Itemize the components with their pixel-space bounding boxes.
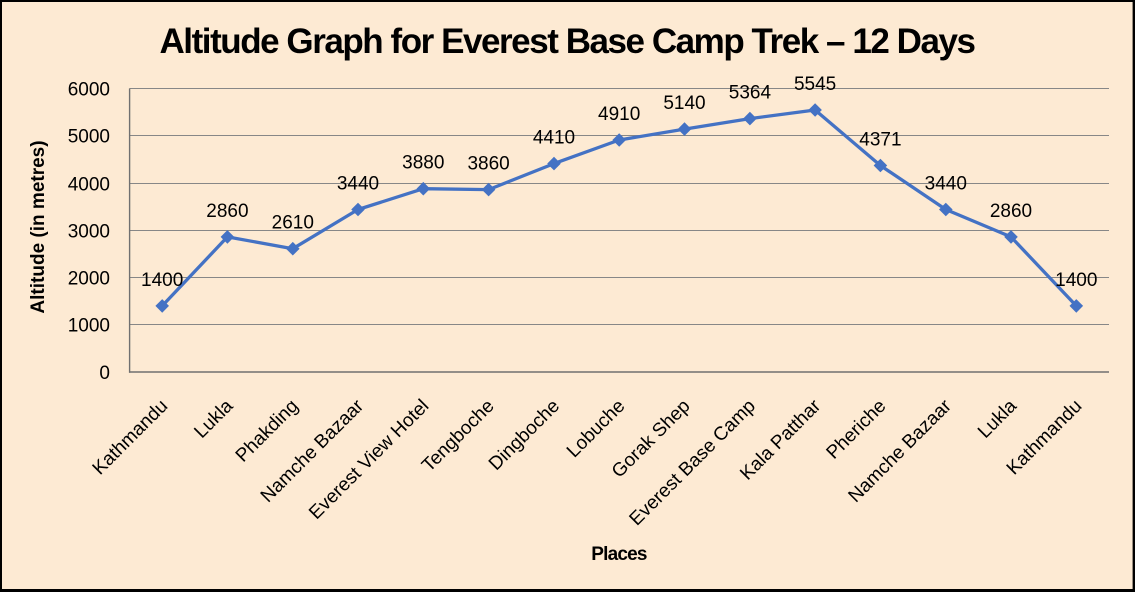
svg-text:2860: 2860	[206, 201, 248, 222]
svg-text:4000: 4000	[68, 174, 110, 195]
svg-text:3440: 3440	[337, 174, 379, 195]
svg-text:Places: Places	[591, 544, 647, 565]
svg-text:4910: 4910	[598, 104, 640, 125]
svg-text:2000: 2000	[68, 268, 110, 289]
svg-text:5364: 5364	[729, 83, 772, 104]
svg-text:4371: 4371	[859, 130, 901, 151]
svg-text:3440: 3440	[925, 174, 967, 195]
svg-text:4410: 4410	[533, 128, 575, 149]
svg-text:2610: 2610	[272, 213, 314, 234]
svg-text:5140: 5140	[663, 93, 705, 114]
svg-text:3000: 3000	[68, 221, 110, 242]
svg-text:1000: 1000	[68, 315, 110, 336]
svg-text:Altitude Graph for Everest Bas: Altitude Graph for Everest Base Camp Tre…	[159, 22, 975, 61]
svg-text:6000: 6000	[68, 79, 110, 100]
svg-text:1400: 1400	[141, 270, 183, 291]
svg-text:1400: 1400	[1055, 270, 1097, 291]
svg-text:3880: 3880	[402, 153, 444, 174]
svg-text:2860: 2860	[990, 201, 1032, 222]
svg-text:3860: 3860	[467, 154, 509, 175]
svg-text:Altitude (in metres): Altitude (in metres)	[28, 140, 49, 313]
svg-text:0: 0	[99, 363, 110, 384]
svg-text:5545: 5545	[794, 74, 836, 95]
svg-text:5000: 5000	[68, 126, 110, 147]
